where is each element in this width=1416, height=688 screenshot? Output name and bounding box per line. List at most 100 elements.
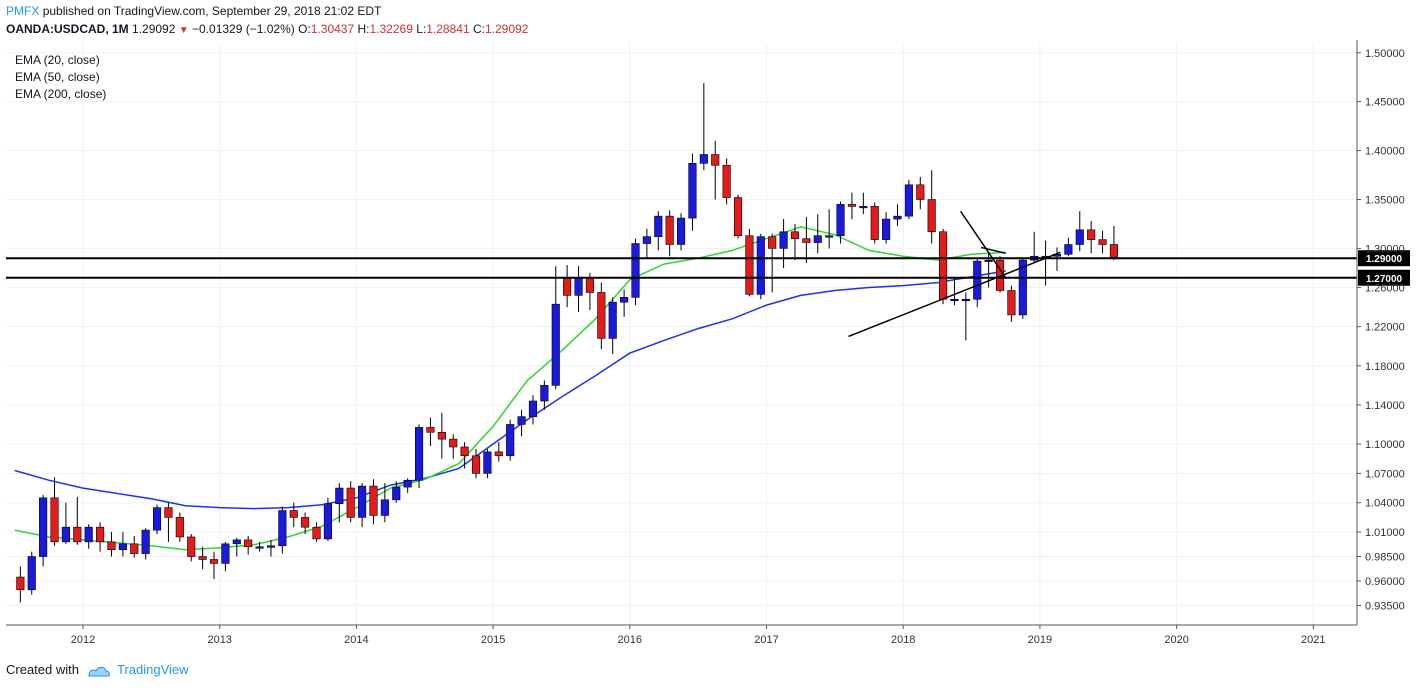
y-tick-label-9: 1.22000 — [1365, 322, 1405, 334]
x-tick-label-2: 2014 — [344, 634, 368, 646]
candle-body-20 — [244, 539, 253, 548]
ema50-line — [14, 270, 1006, 510]
candle-body-12 — [152, 507, 162, 531]
legend-ema20[interactable]: EMA (20, close) — [15, 53, 100, 67]
candle-body-73 — [847, 204, 856, 207]
candle-body-17 — [209, 559, 219, 564]
candle-body-3 — [50, 497, 59, 543]
candle-body-67 — [779, 231, 788, 249]
candle-body-1 — [27, 556, 36, 591]
candles — [16, 83, 1119, 603]
candle-body-62 — [722, 164, 731, 198]
close-label: C: — [472, 22, 485, 36]
candle-body-63 — [733, 197, 743, 236]
candle-body-56 — [654, 215, 663, 237]
axes: 0.93500 0.96000 0.98500 1.01000 1.04000 1.070… — [6, 40, 1405, 646]
y-tick-label-15: 1.50000 — [1365, 48, 1405, 60]
created-with-text: Created with — [6, 662, 79, 677]
legend-ema50[interactable]: EMA (50, close) — [15, 70, 100, 84]
candle-body-83 — [961, 298, 970, 302]
candle-body-15 — [187, 536, 196, 557]
candle-body-46 — [540, 385, 549, 402]
candle-body-35 — [414, 427, 424, 481]
candle-body-42 — [494, 451, 503, 457]
candle-body-57 — [665, 215, 674, 245]
candle-body-84 — [973, 260, 982, 300]
candle-body-37 — [437, 432, 446, 440]
ema20-line — [14, 226, 1006, 551]
y-tick-label-10: 1.26000 — [1365, 283, 1405, 295]
candle-body-54 — [631, 243, 640, 298]
candle-body-95 — [1098, 239, 1107, 245]
legend-ema200[interactable]: EMA (200, close) — [15, 87, 107, 101]
y-tick-label-0: 0.93500 — [1365, 600, 1405, 612]
candle-body-23 — [278, 510, 287, 547]
candle-body-34 — [403, 479, 412, 488]
candle-body-92 — [1064, 244, 1073, 255]
level-price-label-0: 1.29000 — [1366, 254, 1403, 265]
y-tick-label-12: 1.35000 — [1365, 195, 1405, 207]
candle-body-40 — [471, 455, 481, 474]
candle-body-11 — [141, 529, 150, 554]
author-name[interactable]: PMFX — [6, 4, 40, 18]
candle-body-43 — [506, 424, 515, 457]
candle-body-18 — [221, 543, 230, 564]
candle-body-19 — [232, 539, 241, 545]
candle-body-58 — [677, 217, 686, 245]
x-tick-label-5: 2017 — [754, 634, 778, 646]
candle-body-36 — [426, 427, 435, 433]
y-tick-label-7: 1.14000 — [1365, 400, 1405, 412]
x-tick-label-4: 2016 — [618, 634, 642, 646]
candle-body-55 — [642, 236, 651, 244]
candle-body-69 — [802, 238, 811, 243]
candle-body-10 — [130, 543, 139, 554]
horizontal-levels[interactable]: 1.29000 1.27000 — [6, 250, 1410, 286]
indicator-legend: EMA (20, close) EMA (50, close) EMA (200… — [15, 52, 106, 103]
candle-body-82 — [950, 298, 959, 302]
candle-body-21 — [255, 546, 264, 549]
candle-body-49 — [574, 277, 583, 296]
candle-body-24 — [289, 510, 298, 518]
candle-body-9 — [118, 543, 127, 550]
y-tick-label-4: 1.04000 — [1365, 498, 1405, 510]
grid-lines — [6, 43, 1357, 625]
tradingview-link[interactable]: TradingView — [116, 662, 189, 677]
candle-body-50 — [585, 277, 594, 293]
x-tick-label-0: 2012 — [71, 634, 95, 646]
publish-info: PMFX published on TradingView.com, Septe… — [6, 4, 381, 18]
candle-body-41 — [483, 451, 492, 474]
candle-body-65 — [756, 236, 765, 295]
publish-text: published on TradingView.com, September … — [42, 4, 382, 18]
x-tick-label-6: 2018 — [891, 634, 915, 646]
level-price-tag-0 — [1358, 250, 1410, 267]
candle-body-45 — [528, 400, 538, 417]
y-tick-label-13: 1.40000 — [1365, 146, 1405, 158]
candle-body-13 — [164, 507, 173, 518]
x-tick-label-7: 2019 — [1028, 634, 1052, 646]
price-chart[interactable]: 1.29000 1.27000 0.93500 0.96000 0.98500 1.01… — [0, 40, 1416, 660]
candle-body-53 — [620, 297, 629, 303]
y-tick-label-3: 1.01000 — [1365, 527, 1405, 539]
candle-body-7 — [96, 526, 105, 543]
candle-body-93 — [1075, 229, 1084, 245]
x-tick-label-8: 2020 — [1164, 634, 1188, 646]
candle-body-16 — [198, 556, 207, 560]
candle-body-31 — [369, 485, 378, 516]
ema-lines — [14, 226, 1006, 551]
price-change: −0.01329 (−1.02%) — [192, 22, 295, 36]
candle-body-85 — [984, 259, 993, 262]
trendlines[interactable] — [848, 210, 1061, 338]
candle-body-74 — [859, 206, 868, 209]
down-arrow-icon: ▼ — [178, 25, 189, 36]
trendline-1 — [959, 210, 1007, 279]
candle-body-26 — [312, 526, 321, 540]
candle-body-47 — [551, 303, 560, 386]
candle-body-48 — [563, 277, 572, 296]
y-tick-label-11: 1.30000 — [1365, 243, 1405, 255]
x-tick-label-1: 2013 — [207, 634, 231, 646]
footer: Created with TradingView — [6, 662, 189, 678]
last-price: 1.29092 — [132, 22, 176, 36]
candle-body-29 — [346, 487, 355, 518]
trendline-2 — [980, 246, 1006, 255]
candle-body-2 — [39, 497, 48, 557]
